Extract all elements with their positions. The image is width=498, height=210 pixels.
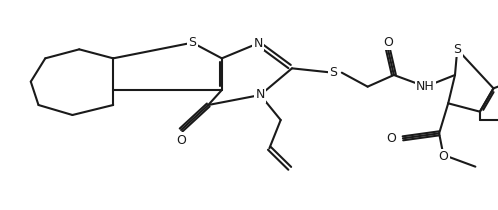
Text: N: N — [255, 88, 265, 101]
Text: NH: NH — [416, 80, 435, 93]
Text: O: O — [439, 150, 449, 163]
Text: O: O — [383, 36, 393, 49]
Text: S: S — [453, 43, 461, 56]
Text: S: S — [329, 66, 337, 79]
Text: O: O — [176, 134, 186, 147]
Text: S: S — [188, 36, 196, 49]
Text: N: N — [253, 37, 263, 50]
Text: O: O — [386, 132, 396, 145]
